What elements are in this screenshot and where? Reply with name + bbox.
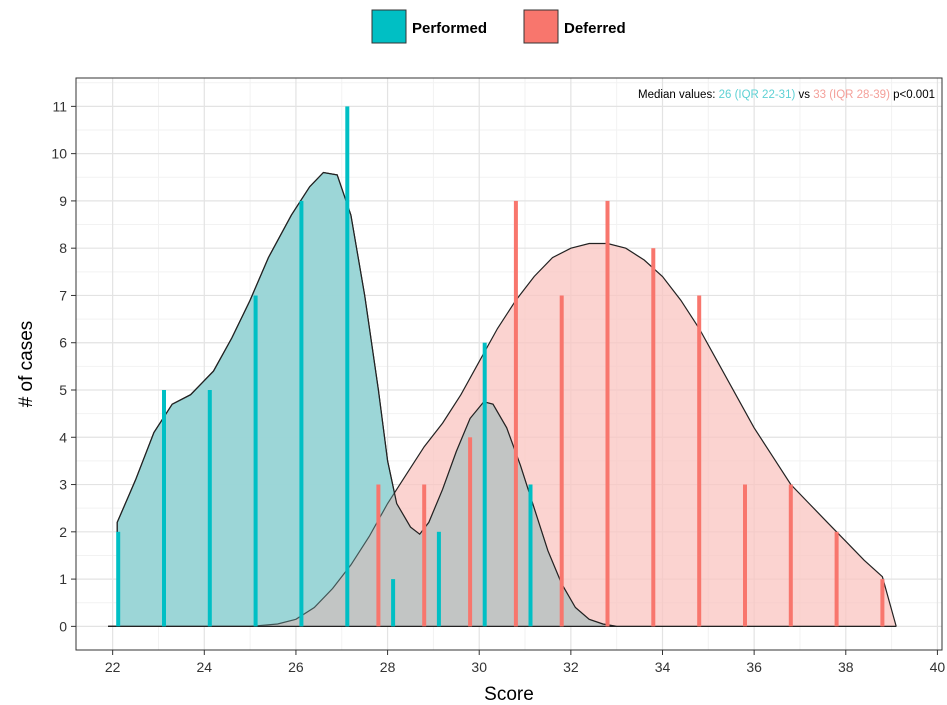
bar-deferred-31 xyxy=(513,200,518,627)
y-axis-title: # of cases xyxy=(16,321,37,408)
bar-deferred-30 xyxy=(468,437,473,627)
annotation-performed: 26 (IQR 22-31) xyxy=(719,89,796,101)
bar-deferred-37 xyxy=(788,484,793,627)
density-overlay-performed xyxy=(108,171,897,628)
bar-deferred-33 xyxy=(605,200,610,627)
plot-panel-border xyxy=(75,77,943,651)
bar-performed-28 xyxy=(391,579,396,627)
y-tick-label: 8 xyxy=(59,240,67,256)
legend-swatch-deferred xyxy=(523,9,559,44)
x-axis-title: Score xyxy=(484,684,534,705)
annotation-prefix: Median values: xyxy=(638,89,719,101)
y-tick-label: 1 xyxy=(59,571,67,587)
annotation-middle: vs xyxy=(799,89,814,101)
bar-performed-23 xyxy=(162,390,166,627)
x-tick-label: 28 xyxy=(380,659,396,675)
bar-performed-26 xyxy=(299,200,304,627)
x-tick-label: 26 xyxy=(288,659,304,675)
bar-deferred-29 xyxy=(422,484,427,627)
legend-label-deferred: Deferred xyxy=(564,20,626,37)
legend: Performed Deferred xyxy=(371,9,626,44)
legend-swatch-performed xyxy=(371,9,407,44)
bar-deferred-32 xyxy=(559,295,564,627)
y-tick-label: 4 xyxy=(59,429,67,445)
x-tick-label: 30 xyxy=(471,659,487,675)
y-tick-label: 9 xyxy=(59,193,67,209)
bar-deferred-38 xyxy=(834,531,839,627)
x-tick-label: 36 xyxy=(746,659,762,675)
bar-deferred-36 xyxy=(743,484,747,627)
annotation-suffix: p<0.001 xyxy=(893,89,935,101)
bar-performed-27 xyxy=(345,106,350,627)
x-tick-label: 38 xyxy=(838,659,854,675)
bars xyxy=(116,106,885,627)
y-tick-label: 5 xyxy=(59,382,67,398)
legend-label-performed: Performed xyxy=(412,20,487,37)
x-tick-label: 34 xyxy=(655,659,671,675)
annotation-deferred: 33 (IQR 28-39) xyxy=(813,89,890,101)
y-tick-label: 3 xyxy=(59,477,67,493)
y-tick-label: 0 xyxy=(59,618,67,634)
x-tick-label: 22 xyxy=(105,659,121,675)
bar-performed-29 xyxy=(436,531,441,627)
bar-performed-24 xyxy=(207,390,212,627)
y-axis: 0 1 2 3 4 5 6 7 8 9 10 11 xyxy=(51,98,76,634)
bar-performed-30 xyxy=(482,342,487,627)
x-axis: 22 24 26 28 30 32 34 36 38 40 xyxy=(105,650,946,675)
median-annotation: Median values: 26 (IQR 22-31) vs 33 (IQR… xyxy=(638,89,935,101)
x-tick-label: 32 xyxy=(563,659,579,675)
bar-deferred-34 xyxy=(651,248,656,627)
bar-performed-25 xyxy=(253,295,258,627)
y-tick-label: 11 xyxy=(52,98,67,114)
bar-performed-22 xyxy=(116,531,121,627)
bar-performed-31 xyxy=(528,484,533,627)
density-area-performed xyxy=(108,172,897,627)
y-tick-label: 6 xyxy=(59,335,67,351)
x-tick-label: 24 xyxy=(197,659,213,675)
y-tick-label: 7 xyxy=(59,287,67,303)
bar-deferred-35 xyxy=(697,295,702,627)
x-tick-label: 40 xyxy=(930,659,946,675)
y-tick-label: 10 xyxy=(51,146,67,162)
bar-deferred-39 xyxy=(880,579,885,627)
bar-deferred-28 xyxy=(376,484,381,627)
y-tick-label: 2 xyxy=(59,524,67,540)
